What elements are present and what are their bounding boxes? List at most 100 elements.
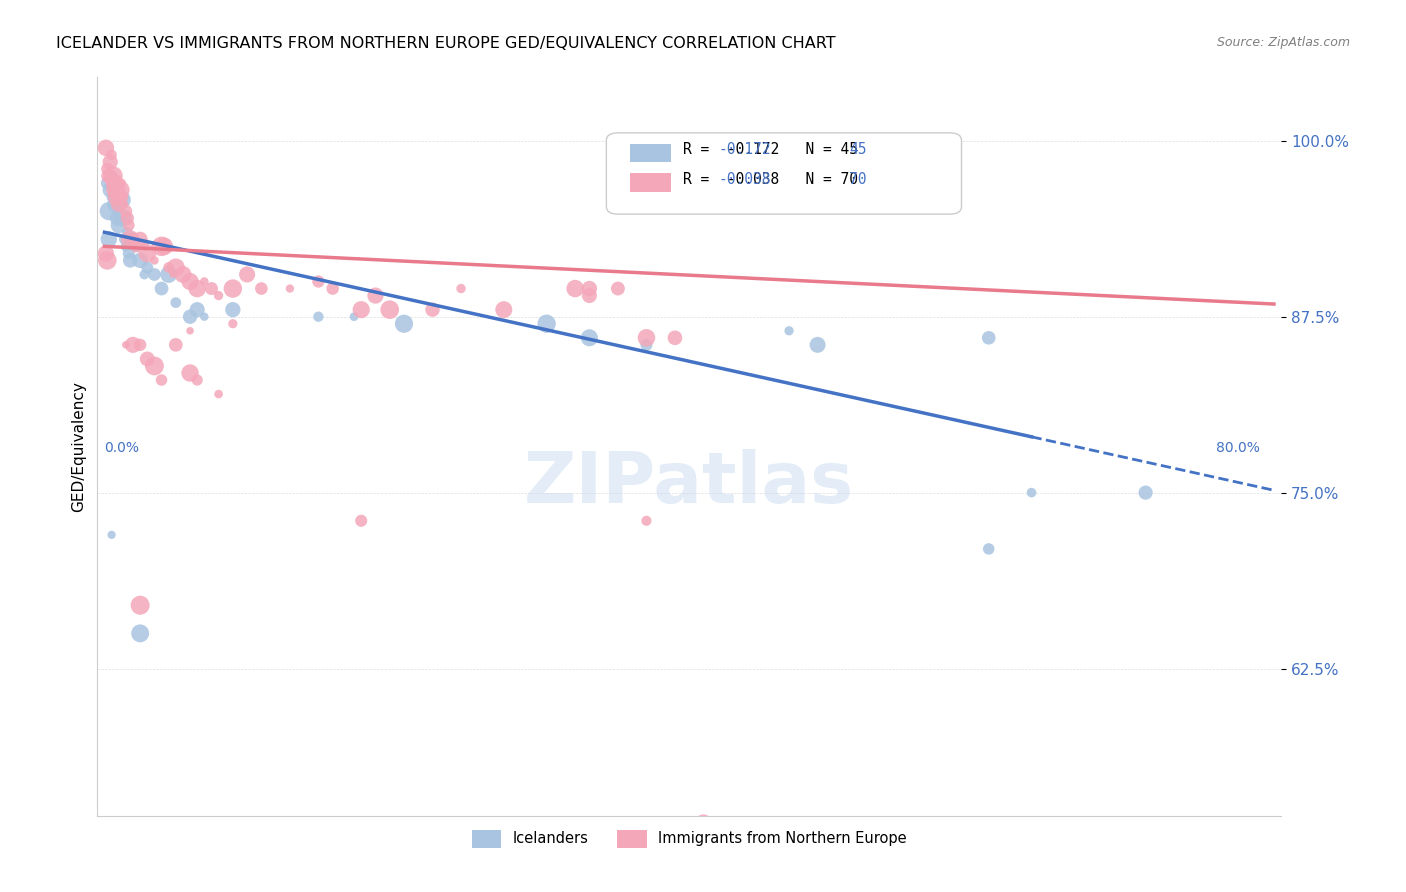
- Point: [111, 190, 134, 204]
- Point: [307, 310, 329, 324]
- Point: [143, 268, 166, 282]
- Point: [98, 154, 121, 169]
- Point: [307, 275, 329, 289]
- Point: [664, 331, 686, 345]
- Point: [278, 281, 301, 295]
- Point: [129, 626, 152, 640]
- Point: [115, 338, 138, 352]
- Text: -0.172: -0.172: [718, 143, 772, 157]
- Point: [193, 275, 215, 289]
- Point: [236, 268, 259, 282]
- Point: [222, 302, 245, 317]
- Point: [350, 302, 373, 317]
- Point: [162, 268, 184, 282]
- Point: [100, 148, 122, 162]
- Point: [350, 514, 373, 528]
- Point: [578, 281, 600, 295]
- Point: [422, 302, 444, 317]
- Point: [111, 211, 134, 226]
- Point: [129, 598, 152, 612]
- Point: [1021, 485, 1043, 500]
- Point: [806, 338, 828, 352]
- Point: [564, 281, 586, 295]
- Point: [94, 141, 117, 155]
- Point: [108, 190, 131, 204]
- Point: [110, 193, 132, 207]
- Point: [125, 239, 148, 253]
- Point: [165, 295, 187, 310]
- Point: [96, 161, 118, 176]
- Point: [578, 331, 600, 345]
- Point: [117, 225, 139, 239]
- Y-axis label: GED/Equivalency: GED/Equivalency: [72, 382, 86, 512]
- Point: [129, 253, 152, 268]
- Point: [96, 253, 118, 268]
- Point: [636, 331, 658, 345]
- Point: [108, 183, 131, 197]
- Point: [118, 218, 141, 232]
- Point: [778, 324, 800, 338]
- Text: R =  -0.038   N = 70: R = -0.038 N = 70: [683, 172, 858, 187]
- Point: [343, 310, 366, 324]
- Point: [636, 514, 658, 528]
- Point: [115, 239, 138, 253]
- Point: [578, 288, 600, 302]
- Point: [179, 275, 201, 289]
- Point: [101, 169, 124, 183]
- Point: [97, 232, 120, 246]
- Point: [136, 260, 159, 275]
- Point: [165, 260, 187, 275]
- Point: [94, 246, 117, 260]
- Point: [103, 190, 125, 204]
- Point: [153, 239, 176, 253]
- Point: [97, 204, 120, 219]
- Point: [122, 232, 145, 246]
- Point: [250, 281, 273, 295]
- Point: [129, 338, 152, 352]
- Point: [222, 281, 245, 295]
- Point: [179, 324, 201, 338]
- FancyBboxPatch shape: [606, 133, 962, 214]
- Point: [129, 232, 152, 246]
- Point: [157, 260, 180, 275]
- Point: [134, 268, 156, 282]
- Point: [107, 218, 129, 232]
- Point: [157, 268, 180, 282]
- Point: [977, 541, 1000, 556]
- Point: [186, 281, 208, 295]
- Text: 70: 70: [849, 172, 866, 187]
- Text: 0.0%: 0.0%: [104, 441, 139, 455]
- Point: [134, 239, 156, 253]
- Point: [114, 232, 136, 246]
- Point: [165, 338, 187, 352]
- Point: [100, 528, 122, 542]
- Point: [143, 253, 166, 268]
- Point: [977, 331, 1000, 345]
- Point: [97, 169, 120, 183]
- Point: [392, 317, 415, 331]
- Point: [115, 204, 138, 219]
- Point: [186, 373, 208, 387]
- Point: [105, 190, 128, 204]
- Point: [1135, 485, 1157, 500]
- Point: [179, 310, 201, 324]
- Point: [104, 197, 127, 211]
- Point: [364, 288, 387, 302]
- Point: [117, 211, 139, 226]
- Text: ZIPatlas: ZIPatlas: [524, 450, 855, 518]
- Point: [636, 338, 658, 352]
- Text: Source: ZipAtlas.com: Source: ZipAtlas.com: [1216, 36, 1350, 49]
- Text: R =  -0.172   N = 45: R = -0.172 N = 45: [683, 143, 858, 157]
- Point: [150, 239, 173, 253]
- Point: [193, 310, 215, 324]
- Point: [692, 816, 714, 830]
- Point: [150, 281, 173, 295]
- Point: [143, 359, 166, 373]
- Point: [136, 351, 159, 366]
- Point: [492, 302, 515, 317]
- Point: [186, 302, 208, 317]
- Point: [98, 183, 121, 197]
- Point: [536, 317, 558, 331]
- Point: [179, 366, 201, 380]
- Text: 45: 45: [849, 143, 866, 157]
